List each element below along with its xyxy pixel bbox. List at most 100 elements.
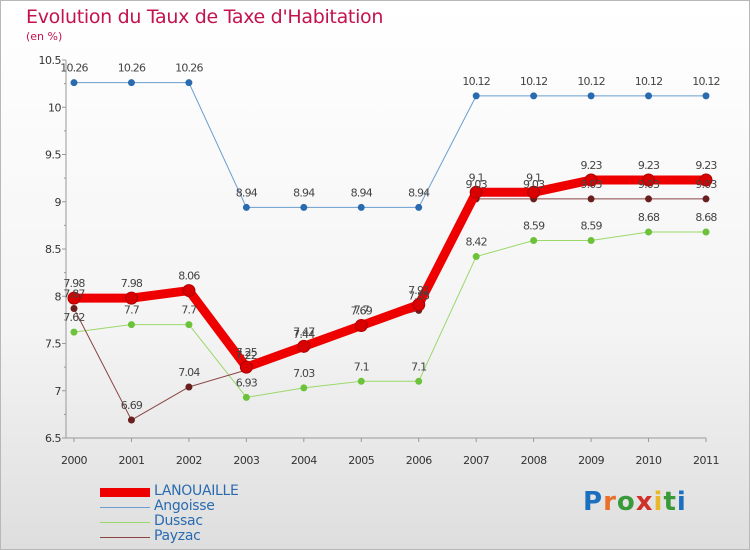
- logo-letter: o: [616, 487, 636, 517]
- data-label-angoisse: 10.26: [175, 62, 203, 75]
- legend-label-payzac: Payzac: [154, 528, 201, 544]
- legend-swatch-payzac: [100, 537, 150, 538]
- data-label-dussac: 8.68: [638, 211, 660, 224]
- data-label-angoisse: 8.94: [351, 186, 373, 199]
- series-line-angoisse: [73, 82, 707, 208]
- proxiti-logo: Proxiti: [583, 487, 687, 517]
- data-point-dussac: [127, 321, 135, 329]
- data-point-payzac: [702, 195, 710, 203]
- logo-letter: i: [676, 487, 687, 517]
- data-label-dussac: 7.7: [181, 304, 197, 317]
- data-point-angoisse: [472, 92, 480, 100]
- data-label-angoisse: 10.12: [577, 75, 605, 88]
- data-point-dussac: [472, 253, 480, 261]
- y-tick-label: 10: [48, 101, 61, 114]
- data-point-angoisse: [127, 79, 135, 87]
- logo-letter: P: [583, 487, 604, 517]
- x-tick-label: 2005: [348, 454, 374, 467]
- data-point-angoisse: [70, 79, 78, 87]
- data-point-angoisse: [357, 203, 365, 211]
- series-line-payzac: [73, 198, 707, 421]
- data-point-angoisse: [587, 92, 595, 100]
- data-point-dussac: [645, 228, 653, 236]
- y-tick-label: 9.5: [45, 149, 61, 162]
- data-label-payzac: 9.03: [695, 178, 717, 191]
- data-point-angoisse: [645, 92, 653, 100]
- data-point-payzac: [185, 383, 193, 391]
- data-point-lanouaille: [354, 319, 368, 333]
- y-tick-label: 10.5: [39, 54, 62, 67]
- x-tick-label: 2004: [291, 454, 317, 467]
- data-label-dussac: 8.59: [523, 219, 545, 232]
- data-point-angoisse: [242, 203, 250, 211]
- data-label-lanouaille: 7.98: [63, 277, 85, 290]
- data-point-lanouaille: [297, 339, 311, 353]
- legend-swatch-dussac: [100, 522, 150, 523]
- data-label-lanouaille: 7.25: [236, 346, 258, 359]
- data-point-dussac: [185, 321, 193, 329]
- data-label-angoisse: 10.12: [462, 75, 490, 88]
- data-label-payzac: 7.85: [408, 289, 430, 302]
- y-tick-label: 7: [55, 385, 62, 398]
- data-point-lanouaille: [67, 291, 81, 305]
- data-label-payzac: 9.03: [638, 178, 660, 191]
- legend-swatch-angoisse: [100, 507, 150, 508]
- data-label-lanouaille: 7.47: [293, 325, 315, 338]
- x-tick-label: 2000: [61, 454, 87, 467]
- data-point-lanouaille: [239, 360, 253, 374]
- data-label-dussac: 8.42: [466, 236, 487, 249]
- data-label-angoisse: 10.26: [60, 62, 88, 75]
- data-label-payzac: 7.44: [293, 328, 315, 341]
- y-tick-label: 8: [55, 290, 62, 303]
- data-point-lanouaille: [642, 173, 656, 187]
- data-label-lanouaille: 8.06: [178, 270, 200, 283]
- data-point-angoisse: [530, 92, 538, 100]
- data-label-dussac: 7.03: [293, 367, 315, 380]
- y-tick-label: 6.5: [45, 432, 61, 445]
- data-label-payzac: 9.03: [580, 178, 602, 191]
- data-point-lanouaille: [527, 185, 541, 199]
- data-point-dussac: [357, 377, 365, 385]
- x-tick-label: 2008: [521, 454, 547, 467]
- data-label-angoisse: 10.26: [118, 62, 146, 75]
- data-label-payzac: 7.04: [178, 366, 200, 379]
- x-tick-label: 2010: [636, 454, 662, 467]
- data-label-dussac: 7.1: [411, 360, 426, 373]
- x-tick-label: 2007: [463, 454, 489, 467]
- logo-letter: i: [653, 487, 664, 517]
- data-label-payzac: 6.69: [121, 399, 143, 412]
- legend-item-lanouaille: LANOUAILLE: [100, 483, 300, 500]
- data-point-payzac: [70, 305, 78, 313]
- data-label-payzac: 7.7: [354, 304, 370, 317]
- legend-swatch-lanouaille: [100, 488, 150, 497]
- x-tick-label: 2011: [693, 454, 719, 467]
- legend-item-angoisse: Angoisse: [100, 499, 300, 515]
- logo-letter: r: [603, 487, 617, 517]
- data-point-lanouaille: [182, 284, 196, 298]
- data-label-layer: 10.26 10.26 10.26 8.94 8.94 8.94 8.94 10.12 10.1…: [60, 62, 720, 412]
- data-label-angoisse: 10.12: [692, 75, 720, 88]
- data-label-lanouaille: 7.91: [408, 284, 429, 297]
- data-label-angoisse: 10.12: [635, 75, 663, 88]
- data-label-lanouaille: 9.23: [638, 159, 660, 172]
- x-tick-label: 2006: [406, 454, 432, 467]
- x-tick-label: 2003: [233, 454, 259, 467]
- data-point-lanouaille: [584, 173, 598, 187]
- data-point-dussac: [242, 393, 250, 401]
- legend-item-payzac: Payzac: [100, 528, 300, 545]
- data-label-lanouaille: 9.1: [526, 171, 541, 184]
- data-label-lanouaille: 9.23: [695, 159, 717, 172]
- data-point-angoisse: [185, 79, 193, 87]
- data-point-dussac: [415, 377, 423, 385]
- data-label-payzac: 9.03: [466, 178, 488, 191]
- data-point-angoisse: [415, 203, 423, 211]
- legend-item-dussac: Dussac: [100, 514, 300, 530]
- data-point-payzac: [587, 195, 595, 203]
- data-point-angoisse: [702, 92, 710, 100]
- data-label-angoisse: 8.94: [236, 186, 258, 199]
- legend-label-lanouaille: LANOUAILLE: [154, 483, 239, 499]
- series-layer: [67, 79, 713, 424]
- series-line-lanouaille: [69, 175, 711, 372]
